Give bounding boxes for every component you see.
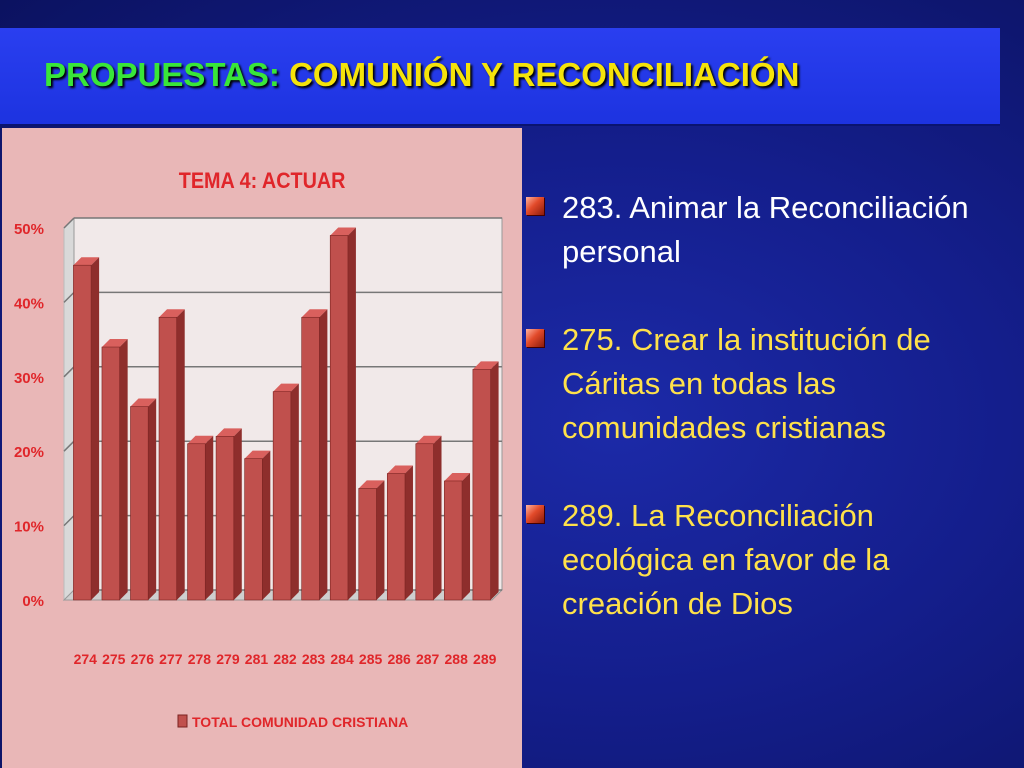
legend-swatch bbox=[177, 714, 188, 728]
bar-top bbox=[301, 309, 328, 318]
bar-side bbox=[290, 383, 299, 600]
bar-275 bbox=[101, 346, 120, 601]
bar-top bbox=[330, 227, 356, 236]
bar-top bbox=[187, 435, 214, 444]
square-bullet-icon bbox=[526, 505, 544, 523]
bullet-text: 275. Crear la institución de Cáritas en … bbox=[562, 322, 931, 445]
bullet-item-275: 275. Crear la institución de Cáritas en … bbox=[522, 318, 1002, 450]
x-tick-label: 274 bbox=[74, 651, 98, 667]
legend-label: TOTAL COMUNIDAD CRISTIANA bbox=[192, 714, 408, 730]
chart-panel: TEMA 4: ACTUAR 0% 10% 20% 30% 40% 50% 274 275 276… bbox=[2, 128, 522, 768]
bar-top bbox=[358, 480, 385, 489]
bar-side bbox=[119, 339, 128, 600]
x-tick-label: 286 bbox=[387, 651, 411, 667]
y-tick-label: 40% bbox=[14, 295, 44, 312]
y-tick-label: 0% bbox=[22, 593, 44, 610]
bar-side bbox=[233, 428, 242, 600]
square-bullet-icon bbox=[526, 197, 544, 215]
x-tick-label: 279 bbox=[216, 651, 240, 667]
bar-288 bbox=[444, 480, 463, 601]
x-tick-label: 281 bbox=[245, 651, 269, 667]
bar-top bbox=[472, 361, 499, 370]
gridline-depth bbox=[63, 440, 75, 452]
bar-274 bbox=[73, 264, 92, 601]
bar-289 bbox=[472, 369, 491, 601]
bar-287 bbox=[415, 443, 434, 601]
bullet-list: 283. Animar la Reconciliación personal 2… bbox=[522, 186, 1002, 670]
y-tick-label: 20% bbox=[14, 444, 44, 461]
bar-top bbox=[216, 428, 242, 437]
bar-top bbox=[130, 398, 157, 407]
x-tick-label: 288 bbox=[445, 651, 469, 667]
bar-side bbox=[91, 257, 100, 600]
side-wall bbox=[63, 216, 75, 602]
bar-chart: TEMA 4: ACTUAR 0% 10% 20% 30% 40% 50% 274 275 276… bbox=[14, 169, 504, 730]
gridline-depth bbox=[63, 217, 75, 229]
title-propuestas: PROPUESTAS: bbox=[44, 56, 280, 93]
bar-side bbox=[176, 309, 185, 600]
y-tick-label: 10% bbox=[14, 519, 44, 536]
x-tick-label: 278 bbox=[188, 651, 212, 667]
bar-top bbox=[101, 339, 128, 348]
bar-side bbox=[205, 435, 214, 600]
y-tick-label: 50% bbox=[14, 221, 44, 238]
chart-title: TEMA 4: ACTUAR bbox=[179, 169, 346, 193]
x-tick-label: 282 bbox=[273, 651, 297, 667]
bar-top bbox=[415, 435, 442, 444]
bar-side bbox=[262, 450, 271, 600]
x-tick-label: 276 bbox=[131, 651, 155, 667]
bar-276 bbox=[130, 406, 149, 601]
bar-side bbox=[404, 465, 413, 600]
bullet-text: 289. La Reconciliación ecológica en favo… bbox=[562, 498, 890, 621]
bar-side bbox=[319, 309, 328, 600]
bar-side bbox=[148, 398, 157, 600]
bar-top bbox=[273, 383, 299, 392]
bar-top bbox=[73, 257, 100, 266]
title-bar bbox=[0, 28, 1000, 126]
x-tick-label: 283 bbox=[302, 651, 326, 667]
bar-281 bbox=[244, 458, 263, 601]
bar-286 bbox=[386, 473, 406, 601]
bar-side bbox=[433, 435, 442, 600]
bar-side bbox=[462, 472, 471, 600]
bar-284 bbox=[329, 235, 349, 601]
bullet-item-289: 289. La Reconciliación ecológica en favo… bbox=[522, 494, 1002, 626]
title-comunion: COMUNIÓN Y RECONCILIACIÓN bbox=[289, 56, 800, 93]
gridline-depth bbox=[63, 366, 75, 378]
x-tick-label: 277 bbox=[159, 651, 183, 667]
bar-top bbox=[444, 472, 471, 481]
bar-top bbox=[244, 450, 271, 459]
gridline-depth bbox=[63, 515, 75, 527]
bar-side bbox=[490, 361, 499, 600]
x-tick-label: 285 bbox=[359, 651, 383, 667]
y-tick-label: 30% bbox=[14, 370, 44, 387]
square-bullet-icon bbox=[526, 329, 544, 347]
bar-279 bbox=[215, 436, 235, 601]
x-tick-label: 284 bbox=[330, 651, 354, 667]
x-tick-label: 289 bbox=[473, 651, 497, 667]
bullet-item-283: 283. Animar la Reconciliación personal bbox=[522, 186, 1002, 274]
bar-278 bbox=[187, 443, 206, 601]
bar-top bbox=[159, 309, 185, 318]
x-tick-label: 275 bbox=[102, 651, 126, 667]
bar-277 bbox=[158, 316, 178, 601]
bar-top bbox=[387, 465, 413, 474]
bar-side bbox=[347, 227, 356, 600]
bar-282 bbox=[272, 391, 292, 601]
bar-side bbox=[376, 480, 385, 600]
bar-283 bbox=[301, 316, 320, 601]
x-tick-label: 287 bbox=[416, 651, 440, 667]
gridline-depth bbox=[63, 291, 75, 303]
slide-title: PROPUESTAS: COMUNIÓN Y RECONCILIACIÓN bbox=[44, 56, 799, 94]
bullet-text: 283. Animar la Reconciliación personal bbox=[562, 190, 969, 269]
bar-285 bbox=[358, 488, 377, 601]
